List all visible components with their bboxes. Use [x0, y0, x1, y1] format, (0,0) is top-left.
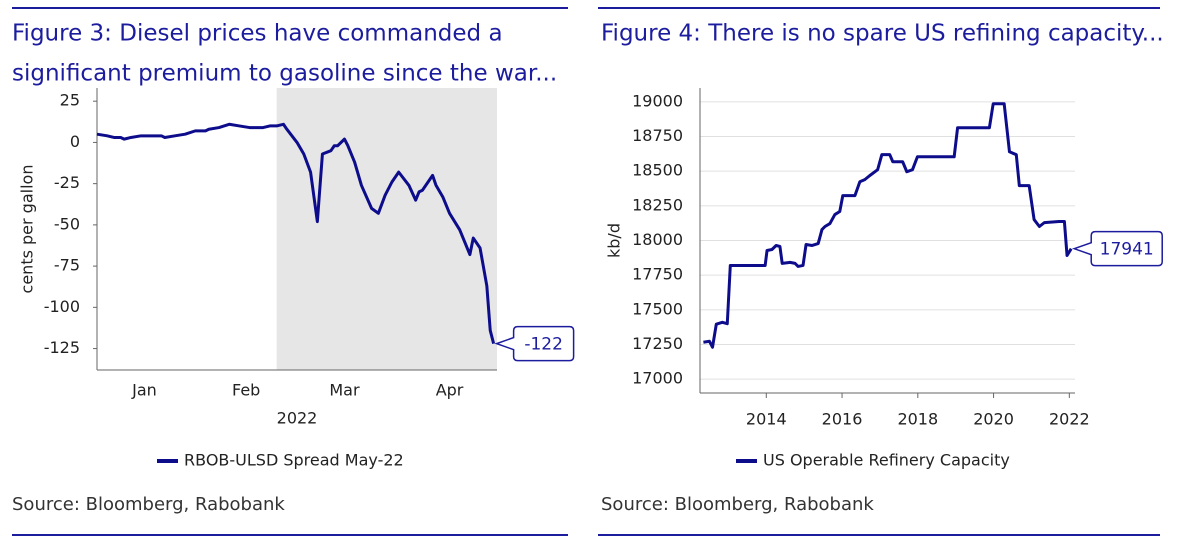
- y-tick-label: 25: [60, 91, 80, 110]
- callout-box: [494, 325, 575, 362]
- chart-title: Figure 3: Diesel prices have commanded a: [12, 21, 503, 47]
- source: Source: Bloomberg, Rabobank: [12, 494, 285, 515]
- chart-title: Figure 4: There is no spare US refining …: [601, 21, 1164, 47]
- y-tick-label: -125: [44, 338, 80, 357]
- x-tick-label: 2016: [822, 410, 863, 429]
- legend-label: US Operable Refinery Capacity: [763, 451, 1010, 470]
- y-tick-label: 17500: [632, 299, 683, 318]
- series-line: [703, 102, 1073, 349]
- y-tick-label: 18250: [632, 195, 683, 214]
- y-tick-label: 18500: [632, 161, 683, 180]
- x-tick-label: Jan: [131, 381, 157, 400]
- y-axis-label: kb/d: [605, 223, 624, 258]
- y-tick-label: -75: [54, 256, 80, 275]
- y-tick-label: 18000: [632, 230, 683, 249]
- callout-label: 17941: [1100, 240, 1154, 260]
- y-tick-label: 17250: [632, 334, 683, 353]
- series-line: [96, 122, 496, 344]
- y-axis-label: cents per gallon: [18, 165, 37, 294]
- source: Source: Bloomberg, Rabobank: [601, 494, 874, 515]
- y-tick-label: 19000: [632, 91, 683, 110]
- y-tick-label: 17750: [632, 265, 683, 284]
- x-tick-label: 2014: [746, 410, 787, 429]
- y-tick-label: -100: [44, 297, 80, 316]
- x-axis-label: 2022: [277, 409, 318, 428]
- y-tick-label: 17000: [632, 369, 683, 388]
- shaded-region: [276, 88, 497, 370]
- y-tick-label: 0: [70, 132, 80, 151]
- x-tick-label: Apr: [436, 381, 464, 400]
- y-tick-label: 18750: [632, 126, 683, 145]
- x-tick-label: 2020: [973, 410, 1014, 429]
- legend-label: RBOB-ULSD Spread May-22: [184, 451, 404, 470]
- y-tick-label: -50: [54, 214, 80, 233]
- x-tick-label: 2022: [1049, 410, 1090, 429]
- callout-label: -122: [524, 335, 563, 355]
- x-tick-label: Feb: [232, 381, 260, 400]
- x-tick-label: Mar: [329, 381, 360, 400]
- chart-title: significant premium to gasoline since th…: [12, 61, 557, 87]
- callout-box: [1071, 230, 1163, 267]
- x-tick-label: 2018: [897, 410, 938, 429]
- y-tick-label: -25: [54, 173, 80, 192]
